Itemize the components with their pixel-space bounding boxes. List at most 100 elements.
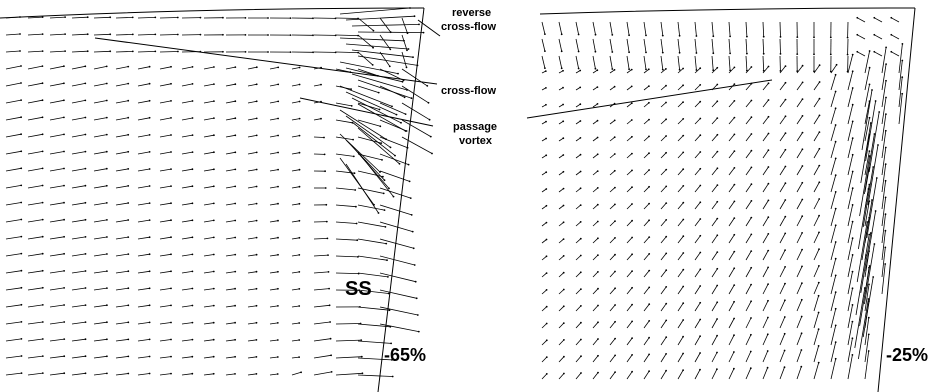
velocity-vector xyxy=(181,66,193,70)
velocity-vector xyxy=(71,151,86,155)
vector-head xyxy=(871,89,873,91)
velocity-vector xyxy=(71,321,86,325)
velocity-vector xyxy=(93,185,107,189)
vector-head xyxy=(716,66,719,69)
vector-head xyxy=(851,170,854,173)
velocity-vector xyxy=(27,33,43,36)
vector-head xyxy=(20,82,22,84)
vector-head xyxy=(801,232,803,234)
velocity-vector xyxy=(858,298,869,360)
vector-head xyxy=(614,337,616,340)
velocity-vector xyxy=(643,203,650,210)
vector-head xyxy=(191,236,194,239)
vector-head xyxy=(84,99,87,102)
velocity-vector xyxy=(27,50,43,53)
velocity-vector xyxy=(694,55,697,71)
velocity-vector xyxy=(159,100,172,104)
velocity-vector xyxy=(159,356,172,359)
velocity-vector xyxy=(93,83,107,87)
velocity-vector xyxy=(728,67,735,74)
velocity-vector xyxy=(5,202,22,206)
velocity-vector xyxy=(159,34,178,36)
velocity-vector xyxy=(575,55,579,69)
velocity-vector xyxy=(137,51,156,53)
velocity-vector xyxy=(93,304,107,308)
vector-head xyxy=(834,291,837,293)
velocity-vector xyxy=(677,219,684,227)
velocity-vector xyxy=(898,77,903,108)
velocity-vector xyxy=(762,334,769,346)
vector-head xyxy=(63,65,65,68)
vector-head xyxy=(63,184,65,187)
vector-head xyxy=(834,274,837,277)
vector-head xyxy=(562,322,565,324)
velocity-vector xyxy=(626,86,632,91)
vector-head xyxy=(682,218,685,221)
vector-head xyxy=(105,184,108,187)
velocity-vector xyxy=(357,51,373,66)
vector-head xyxy=(733,250,736,253)
vector-head xyxy=(596,203,599,206)
velocity-vector xyxy=(847,254,853,278)
velocity-vector xyxy=(779,216,786,227)
velocity-vector xyxy=(247,118,257,121)
velocity-vector xyxy=(159,270,172,274)
velocity-vector xyxy=(592,204,599,210)
velocity-vector xyxy=(847,354,853,380)
vector-head xyxy=(191,321,194,324)
velocity-vector xyxy=(745,38,748,54)
velocity-vector xyxy=(247,254,257,257)
vector-head xyxy=(212,321,215,324)
velocity-vector xyxy=(728,318,735,329)
vector-head xyxy=(716,234,719,237)
velocity-vector xyxy=(859,155,870,217)
velocity-vector xyxy=(677,101,684,108)
vector-head xyxy=(234,304,237,307)
vector-head xyxy=(20,184,23,187)
vector-head xyxy=(382,175,384,178)
velocity-vector xyxy=(181,83,193,87)
velocity-vector xyxy=(711,369,718,380)
velocity-vector xyxy=(677,68,684,74)
velocity-vector xyxy=(159,185,172,189)
vector-head xyxy=(170,355,172,358)
velocity-vector xyxy=(711,268,718,278)
vector-head xyxy=(631,286,633,289)
vector-head xyxy=(106,253,108,255)
velocity-vector xyxy=(694,352,701,363)
velocity-vector xyxy=(181,373,193,376)
velocity-vector xyxy=(881,80,887,108)
velocity-vector xyxy=(813,81,820,91)
vector-head xyxy=(545,103,547,106)
vector-head xyxy=(767,283,769,285)
velocity-vector xyxy=(269,101,279,104)
velocity-vector xyxy=(660,55,664,70)
vector-head xyxy=(213,83,215,85)
velocity-vector xyxy=(351,121,396,156)
velocity-vector xyxy=(762,149,769,159)
vector-head xyxy=(330,354,332,357)
velocity-vector xyxy=(137,17,156,19)
vector-head xyxy=(329,321,331,323)
velocity-vector xyxy=(626,153,633,159)
velocity-vector xyxy=(93,270,107,274)
velocity-vector xyxy=(813,148,820,159)
velocity-vector xyxy=(558,272,564,278)
vector-head xyxy=(385,138,387,141)
velocity-vector xyxy=(269,203,279,206)
vector-head xyxy=(613,69,616,71)
vector-head xyxy=(801,248,803,251)
velocity-vector xyxy=(813,282,820,295)
velocity-vector xyxy=(865,100,876,162)
velocity-vector xyxy=(626,55,630,70)
velocity-vector xyxy=(335,34,359,36)
velocity-vector xyxy=(345,91,397,115)
velocity-vector xyxy=(225,186,236,189)
vector-head xyxy=(648,101,650,104)
vector-head xyxy=(596,187,599,189)
vector-head xyxy=(885,96,887,99)
vector-head xyxy=(170,168,172,171)
vector-head xyxy=(767,99,770,101)
velocity-vector xyxy=(357,357,392,361)
velocity-vector xyxy=(291,67,300,70)
